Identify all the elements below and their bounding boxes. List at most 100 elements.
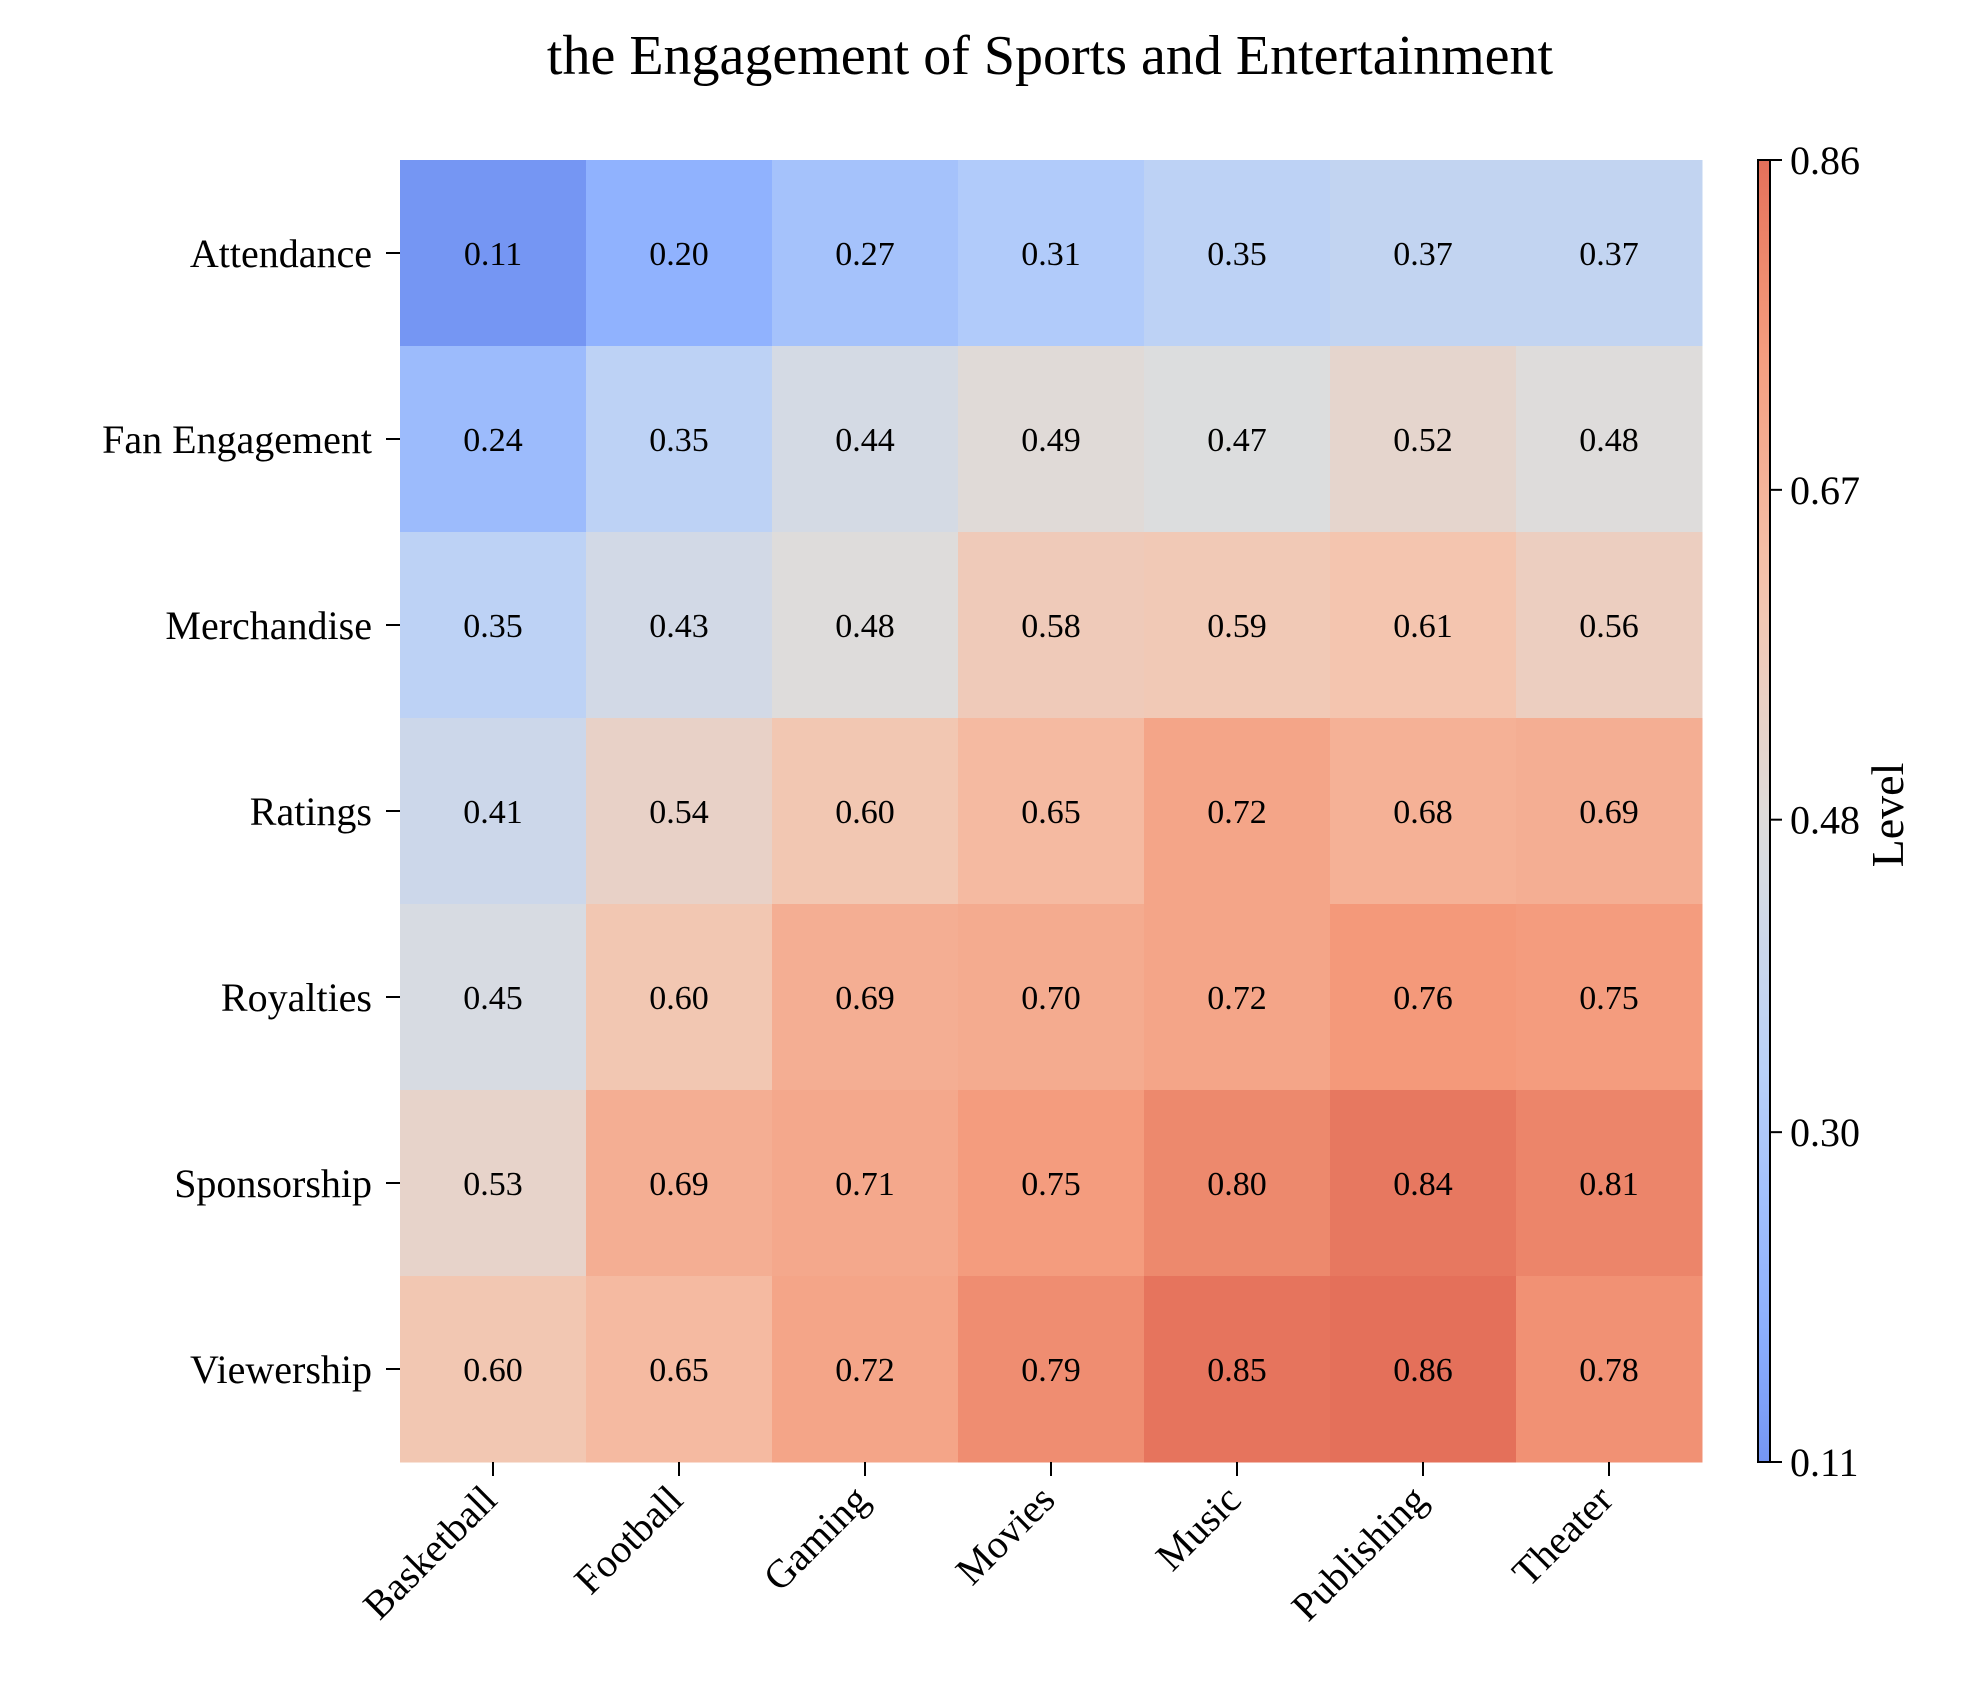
heatmap-cell xyxy=(400,904,587,1091)
cell-value-label: 0.35 xyxy=(463,608,523,645)
cell-value-label: 0.72 xyxy=(1207,980,1267,1017)
heatmap-cell xyxy=(400,346,587,533)
cell-value-label: 0.75 xyxy=(1579,980,1639,1017)
x-axis: Basketball Football Gaming Movies Music Publi… xyxy=(354,1462,1621,1629)
cell-value-label: 0.81 xyxy=(1579,1166,1639,1203)
heatmap-cell xyxy=(586,532,773,719)
cell-value-label: 0.56 xyxy=(1579,608,1639,645)
heatmap-cell xyxy=(1330,160,1517,347)
heatmap-cell xyxy=(1330,532,1517,719)
heatmap-cell xyxy=(1144,904,1331,1091)
cell-value-label: 0.27 xyxy=(835,236,895,273)
heatmap-cell xyxy=(586,346,773,533)
cell-value-label: 0.47 xyxy=(1207,422,1267,459)
cell-value-label: 0.61 xyxy=(1393,608,1453,645)
colorbar: 0.11 0.30 0.48 0.67 0.86 xyxy=(1757,138,1860,1485)
heatmap-cell xyxy=(586,904,773,1091)
heatmap-cell xyxy=(1516,346,1703,533)
cell-value-label: 0.59 xyxy=(1207,608,1267,645)
cell-value-label: 0.31 xyxy=(1021,236,1081,273)
heatmap-cell xyxy=(1516,160,1703,347)
cell-value-label: 0.41 xyxy=(463,794,523,831)
heatmap-cell xyxy=(1330,346,1517,533)
x-tick-label-theater: Theater xyxy=(1503,1477,1621,1595)
heatmap-cell xyxy=(1144,346,1331,533)
cell-value-label: 0.60 xyxy=(463,1352,523,1389)
cell-value-label: 0.43 xyxy=(649,608,709,645)
cell-value-label: 0.69 xyxy=(649,1166,709,1203)
chart-title: the Engagement of Sports and Entertainme… xyxy=(547,25,1554,87)
colorbar-tick-label: 0.11 xyxy=(1790,1440,1859,1485)
cell-value-label: 0.85 xyxy=(1207,1352,1267,1389)
heatmap-cell xyxy=(1330,718,1517,905)
heatmap-cell xyxy=(1330,1276,1517,1463)
cell-value-label: 0.45 xyxy=(463,980,523,1017)
cell-value-label: 0.44 xyxy=(835,422,895,459)
cell-value-label: 0.65 xyxy=(1021,794,1081,831)
cell-value-label: 0.60 xyxy=(835,794,895,831)
x-tick-label-movies: Movies xyxy=(947,1477,1064,1594)
colorbar-tick-label: 0.67 xyxy=(1790,468,1860,513)
heatmap-cell xyxy=(1516,1276,1703,1463)
heatmap-cell xyxy=(772,1276,959,1463)
heatmap-cell xyxy=(958,532,1145,719)
y-tick-label-attendance: Attendance xyxy=(190,231,372,276)
heatmap-cell xyxy=(1144,532,1331,719)
heatmap-cell xyxy=(1144,160,1331,347)
colorbar-tick-label: 0.48 xyxy=(1790,798,1860,843)
cell-value-label: 0.79 xyxy=(1021,1352,1081,1389)
colorbar-gradient xyxy=(1757,159,1771,1463)
colorbar-tick-label: 0.86 xyxy=(1790,138,1860,183)
cell-value-label: 0.69 xyxy=(1579,794,1639,831)
cell-value-label: 0.60 xyxy=(649,980,709,1017)
heatmap-cell xyxy=(400,718,587,905)
heatmap-cell xyxy=(772,904,959,1091)
cell-value-label: 0.71 xyxy=(835,1166,895,1203)
cell-value-label: 0.37 xyxy=(1393,236,1453,273)
cell-value-label: 0.48 xyxy=(1579,422,1639,459)
cell-value-label: 0.69 xyxy=(835,980,895,1017)
heatmap-cell xyxy=(1330,904,1517,1091)
y-tick-label-viewership: Viewership xyxy=(190,1347,372,1392)
heatmap-cell xyxy=(772,346,959,533)
heatmap-cell xyxy=(1144,718,1331,905)
cell-value-label: 0.80 xyxy=(1207,1166,1267,1203)
heatmap-cell xyxy=(1516,904,1703,1091)
cell-value-label: 0.84 xyxy=(1393,1166,1453,1203)
heatmap-cell xyxy=(586,160,773,347)
colorbar-tick-label: 0.30 xyxy=(1790,1110,1860,1155)
heatmap-cell xyxy=(586,1276,773,1463)
cell-value-label: 0.35 xyxy=(649,422,709,459)
cell-value-label: 0.53 xyxy=(463,1166,523,1203)
heatmap-cell xyxy=(958,1090,1145,1277)
heatmap-cell xyxy=(958,904,1145,1091)
x-tick-label-music: Music xyxy=(1147,1477,1250,1580)
cell-value-label: 0.72 xyxy=(1207,794,1267,831)
cell-value-label: 0.76 xyxy=(1393,980,1453,1017)
heatmap-cell xyxy=(400,532,587,719)
x-tick-label-publishing: Publishing xyxy=(1283,1477,1436,1630)
cell-value-label: 0.68 xyxy=(1393,794,1453,831)
heatmap-cell xyxy=(958,160,1145,347)
heatmap-cell xyxy=(400,1276,587,1463)
x-tick-label-gaming: Gaming xyxy=(754,1477,877,1600)
cell-value-label: 0.24 xyxy=(463,422,523,459)
heatmap-cell xyxy=(586,718,773,905)
cell-value-label: 0.48 xyxy=(835,608,895,645)
cell-value-label: 0.58 xyxy=(1021,608,1081,645)
cell-value-label: 0.72 xyxy=(835,1352,895,1389)
heatmap-cell xyxy=(772,532,959,719)
cell-value-label: 0.11 xyxy=(464,236,522,273)
heatmap-cell xyxy=(1144,1276,1331,1463)
x-tick-label-basketball: Basketball xyxy=(354,1477,505,1628)
cell-value-label: 0.20 xyxy=(649,236,709,273)
x-tick-label-football: Football xyxy=(565,1477,691,1603)
cell-value-label: 0.54 xyxy=(649,794,709,831)
cell-value-label: 0.65 xyxy=(649,1352,709,1389)
heatmap-cell xyxy=(400,160,587,347)
cell-value-label: 0.78 xyxy=(1579,1352,1639,1389)
heatmap-cells xyxy=(400,160,1703,1463)
cell-value-label: 0.35 xyxy=(1207,236,1267,273)
heatmap-cell-labels: 0.11 0.20 0.27 0.31 0.35 0.37 0.37 0.24 0.35 0.44… xyxy=(463,236,1639,1389)
heatmap-cell xyxy=(400,1090,587,1277)
